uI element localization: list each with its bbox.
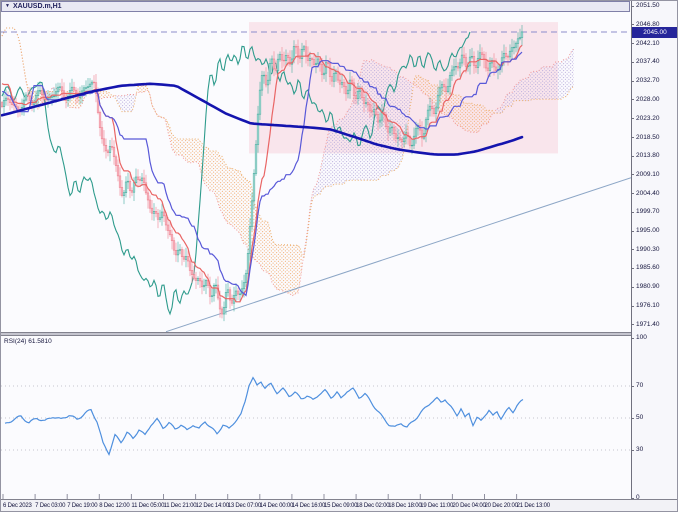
rsi-axis-tick: [631, 449, 634, 451]
time-axis-label: 13 Dec 07:00: [227, 503, 261, 509]
rsi-indicator-canvas[interactable]: [1, 336, 631, 499]
time-axis[interactable]: 6 Dec 2023 7 Dec 03:00 7 Dec 19:00 8 Dec 12…: [1, 499, 677, 511]
price-axis-label: 2018.50: [636, 133, 660, 141]
price-axis-tick: [631, 61, 634, 63]
ichimoku-cloud: [496, 48, 574, 114]
price-axis-tick: [631, 230, 634, 232]
ichimoku-cloud: [414, 75, 494, 133]
price-axis-tick: [631, 211, 634, 213]
time-axis-label: 6 Dec 2023: [3, 503, 32, 509]
price-axis-tick: [631, 249, 634, 251]
price-axis-label: 1985.60: [636, 264, 660, 272]
price-axis-label: 2009.10: [636, 170, 660, 178]
rsi-scale-label: 100: [636, 334, 647, 341]
current-price-box: 2045.00: [632, 27, 677, 38]
price-axis-label: 2013.80: [636, 152, 660, 160]
time-axis-label: 18 Dec 02:00: [356, 503, 390, 509]
price-axis-label: 1999.70: [636, 208, 660, 216]
rsi-axis-tick: [631, 497, 634, 499]
price-axis-label: 1971.40: [636, 320, 660, 328]
price-axis-tick: [631, 5, 634, 7]
rsi-scale-label: 70: [636, 382, 644, 389]
price-axis-tick: [631, 24, 634, 26]
panel-splitter[interactable]: [1, 332, 631, 336]
chart-title: XAUUSD.m,H1: [12, 3, 62, 10]
price-axis-label: 2051.50: [636, 2, 660, 10]
price-axis-label: 1976.10: [636, 302, 660, 310]
price-axis-tick: [631, 324, 634, 326]
time-axis-label: 19 Dec 11:00: [420, 503, 454, 509]
ichimoku-cloud: [166, 119, 302, 296]
time-axis-label: 8 Dec 12:00: [99, 503, 130, 509]
price-axis-tick: [631, 286, 634, 288]
moving-average-line: [1, 82, 524, 156]
price-axis-tick: [631, 305, 634, 307]
price-axis-label: 2032.70: [636, 77, 660, 84]
rsi-scale-label: 50: [636, 414, 644, 421]
time-axis-label: 7 Dec 19:00: [67, 503, 98, 509]
price-axis-label: 1995.00: [636, 227, 660, 234]
time-axis-label: 20 Dec 20:00: [484, 503, 518, 509]
rsi-scale-label: 30: [636, 446, 644, 453]
price-axis-tick: [631, 267, 634, 269]
time-axis-label: 14 Dec 00:00: [259, 503, 294, 509]
rsi-axis-tick: [631, 385, 634, 387]
price-axis-tick: [631, 155, 634, 157]
price-axis-label: 2042.10: [636, 39, 660, 47]
time-axis-label: 15 Dec 09:00: [324, 503, 358, 509]
rsi-axis-tick: [631, 337, 634, 339]
time-axis-label: 12 Dec 14:00: [195, 503, 229, 509]
ichimoku-cloud: [116, 94, 136, 112]
ichimoku-cloud: [96, 91, 114, 99]
rsi-scale-label: 0: [636, 494, 640, 501]
symbol-dropdown-icon[interactable]: ▼: [5, 3, 10, 9]
ichimoku-cloud: [304, 59, 412, 257]
rsi-axis-tick: [631, 417, 634, 419]
chikou-span-line: [1, 31, 471, 316]
time-axis-label: 7 Dec 03:00: [35, 503, 66, 509]
price-axis-label: 2004.40: [636, 189, 660, 197]
candles-layer: [1, 25, 524, 322]
price-axis-tick: [631, 99, 634, 101]
price-axis-tick: [631, 118, 634, 120]
rsi-line: [4, 376, 524, 457]
price-axis-tick: [631, 80, 634, 82]
price-axis-label: 2023.20: [636, 114, 660, 122]
price-axis-label: 1990.30: [636, 245, 660, 253]
time-axis-label: 21 Dec 13:00: [516, 503, 550, 509]
price-axis-tick: [631, 193, 634, 195]
price-axis-label: 1980.90: [636, 283, 660, 291]
rsi-indicator-label: RSI(24) 61.5810: [4, 338, 52, 345]
ichimoku-cloud: [138, 85, 148, 93]
time-axis-label: 11 Dec 21:00: [163, 503, 197, 509]
time-axis-label: 14 Dec 16:00: [291, 503, 326, 509]
price-axis-tick: [631, 174, 634, 176]
time-axis-label: 20 Dec 04:00: [452, 503, 486, 509]
time-axis-label: 11 Dec 05:00: [131, 503, 165, 509]
price-axis-tick: [631, 137, 634, 138]
price-axis-tick: [631, 43, 634, 44]
price-axis-label: 2028.00: [636, 95, 660, 103]
time-axis-label: 18 Dec 18:00: [388, 503, 422, 509]
price-axis-label: 2046.80: [636, 20, 660, 28]
ascending-trendline: [165, 177, 631, 332]
rsi-background: [1, 336, 631, 499]
price-chart-canvas[interactable]: [1, 12, 631, 332]
price-axis-label: 2037.40: [636, 58, 660, 66]
chart-title-bar[interactable]: ▼ XAUUSD.m,H1: [1, 1, 630, 12]
